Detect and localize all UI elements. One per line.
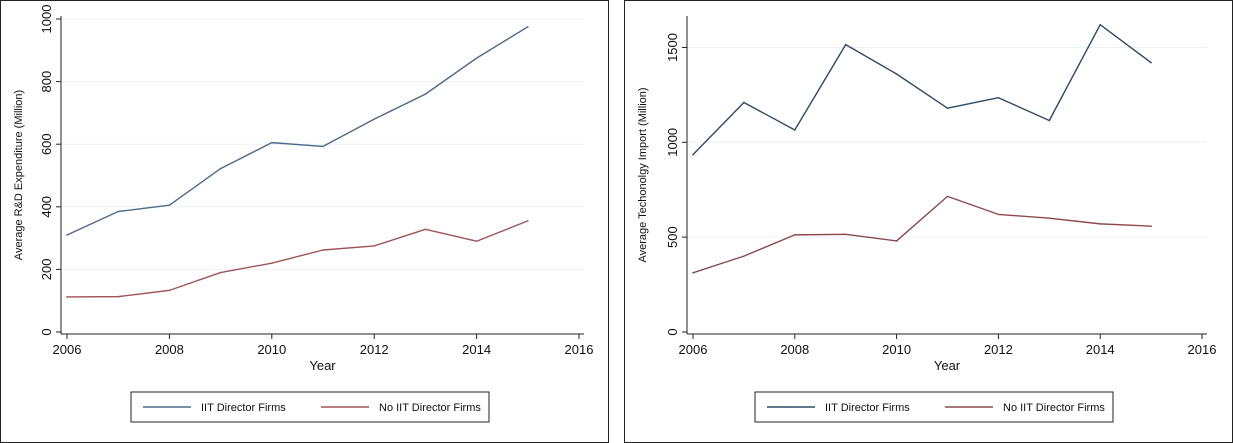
data-point-0-6 <box>997 96 1000 99</box>
series-line-1 <box>66 220 529 298</box>
data-point-1-1 <box>117 295 119 298</box>
chart-panel-rd-expenditure: 0 200 400 600 800 1000 2006 2008 2010 2012 2014 201… <box>0 0 609 443</box>
legend-label-0: IIT Director Firms <box>825 402 910 414</box>
series-1 <box>692 195 1152 274</box>
legend: IIT Director Firms No IIT Director Firms <box>130 391 490 423</box>
data-point-1-2 <box>168 289 171 292</box>
y-tick-label-0: 0 <box>39 328 54 335</box>
data-point-0-4 <box>271 141 273 144</box>
rd-expenditure-chart: 0 200 400 600 800 1000 2006 2008 2010 2012 2014 201… <box>13 5 594 423</box>
legend-label-1: No IIT Director Firms <box>379 402 481 414</box>
x-axis-label: Year <box>934 358 961 373</box>
y-tick-label-1: 200 <box>39 259 54 281</box>
data-point-1-9 <box>1150 225 1152 227</box>
data-point-0-0 <box>66 234 68 236</box>
data-point-0-1 <box>117 210 119 213</box>
data-point-1-3 <box>844 233 847 236</box>
y-axis-label: Average Techonolgy Import (Million) <box>637 87 649 262</box>
series-0 <box>66 26 529 236</box>
data-point-1-5 <box>322 249 324 251</box>
x-tick-label-0: 2006 <box>53 342 82 357</box>
data-point-1-9 <box>527 220 529 222</box>
series-line-0 <box>66 26 529 236</box>
y-axis-label: Average R&D Expenditure (Million) <box>13 90 25 260</box>
x-tick-label-0: 2006 <box>679 342 708 357</box>
data-point-0-2 <box>794 129 796 131</box>
y-tick-label-3: 600 <box>39 133 54 155</box>
y-tick-label-1: 500 <box>665 226 680 248</box>
x-tick-label-3: 2012 <box>360 342 389 357</box>
data-point-0-8 <box>475 57 478 59</box>
series-line-1 <box>692 195 1152 274</box>
data-point-1-8 <box>475 240 478 243</box>
data-point-1-6 <box>373 245 376 247</box>
series-0 <box>692 23 1152 156</box>
y-tick-label-2: 400 <box>39 196 54 218</box>
legend-label-0: IIT Director Firms <box>201 402 286 414</box>
technology-import-chart: 0 500 1000 1500 2006 2008 2010 2012 2014 2016 Year… <box>637 16 1217 423</box>
x-tick-label-2: 2010 <box>882 342 911 357</box>
data-point-0-4 <box>895 73 898 75</box>
data-point-1-0 <box>66 296 68 298</box>
legend: IIT Director Firms No IIT Director Firms <box>754 391 1114 423</box>
data-point-1-4 <box>895 240 898 242</box>
data-point-1-8 <box>1099 223 1101 225</box>
x-tick-label-1: 2008 <box>780 342 809 357</box>
x-tick-label-3: 2012 <box>984 342 1013 357</box>
data-point-1-6 <box>997 213 1000 216</box>
chart-panel-technology-import: 0 500 1000 1500 2006 2008 2010 2012 2014 2016 Year… <box>624 0 1233 443</box>
x-tick-label-5: 2016 <box>1188 342 1217 357</box>
data-point-0-9 <box>1150 61 1152 64</box>
data-point-1-1 <box>743 255 745 257</box>
series-line-0 <box>692 23 1152 156</box>
y-tick-label-3: 1500 <box>665 33 680 62</box>
data-point-1-2 <box>794 234 796 236</box>
data-point-0-2 <box>168 204 171 207</box>
x-axis-label: Year <box>309 358 336 373</box>
data-point-1-4 <box>271 262 273 264</box>
y-tick-label-4: 800 <box>39 71 54 93</box>
legend-label-1: No IIT Director Firms <box>1003 402 1105 414</box>
data-point-0-8 <box>1099 23 1101 26</box>
data-point-1-7 <box>424 228 427 231</box>
data-point-1-5 <box>946 195 949 198</box>
data-point-0-3 <box>844 43 847 46</box>
x-tick-label-4: 2014 <box>462 342 491 357</box>
y-tick-label-0: 0 <box>665 328 680 335</box>
y-tick-label-2: 1000 <box>665 128 680 157</box>
data-point-0-1 <box>743 101 745 104</box>
data-point-0-7 <box>424 93 427 95</box>
x-tick-label-2: 2010 <box>257 342 286 357</box>
data-point-0-3 <box>219 167 222 170</box>
data-point-0-5 <box>946 107 949 109</box>
series-1 <box>66 220 529 298</box>
data-point-0-6 <box>373 118 376 120</box>
data-point-0-9 <box>527 26 529 28</box>
x-tick-label-4: 2014 <box>1086 342 1115 357</box>
data-point-1-0 <box>692 272 694 274</box>
data-point-0-5 <box>322 145 324 148</box>
data-point-0-0 <box>692 153 694 156</box>
x-tick-label-1: 2008 <box>155 342 184 357</box>
x-tick-label-5: 2016 <box>565 342 594 357</box>
y-tick-label-5: 1000 <box>39 5 54 34</box>
data-point-1-3 <box>219 271 222 274</box>
data-point-0-7 <box>1048 119 1051 122</box>
data-point-1-7 <box>1048 217 1051 219</box>
